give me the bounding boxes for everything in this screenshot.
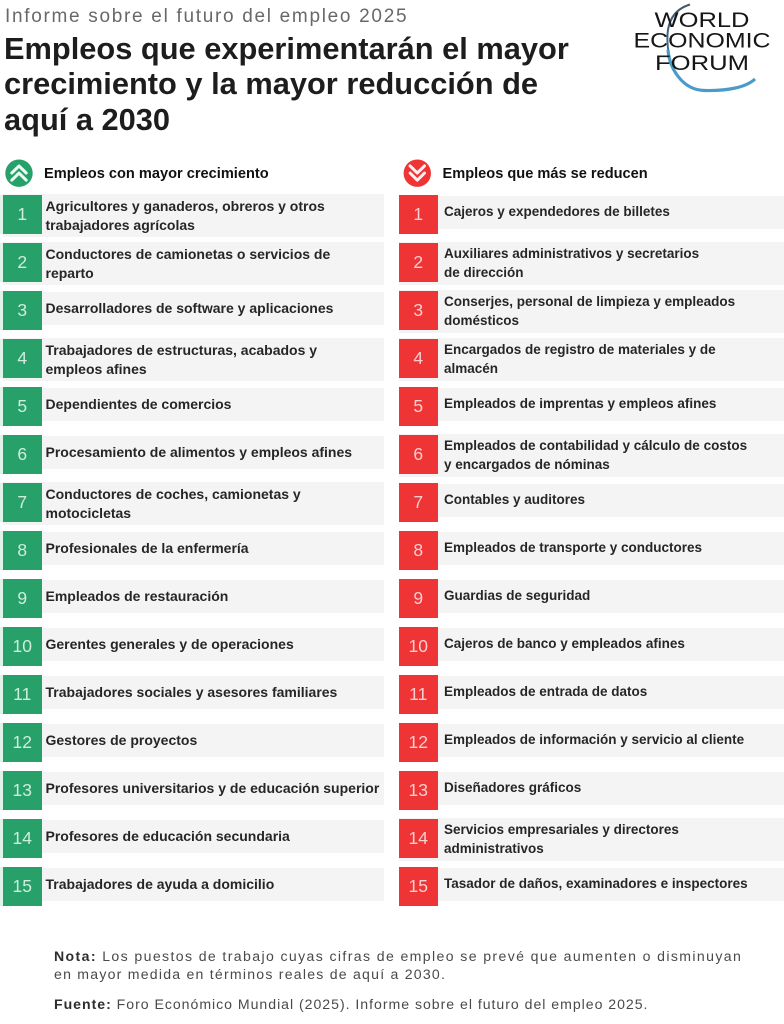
svg-text:WORLD: WORLD	[655, 9, 750, 32]
svg-text:FORUM: FORUM	[655, 52, 749, 75]
svg-text:ECONOMIC: ECONOMIC	[634, 30, 771, 53]
